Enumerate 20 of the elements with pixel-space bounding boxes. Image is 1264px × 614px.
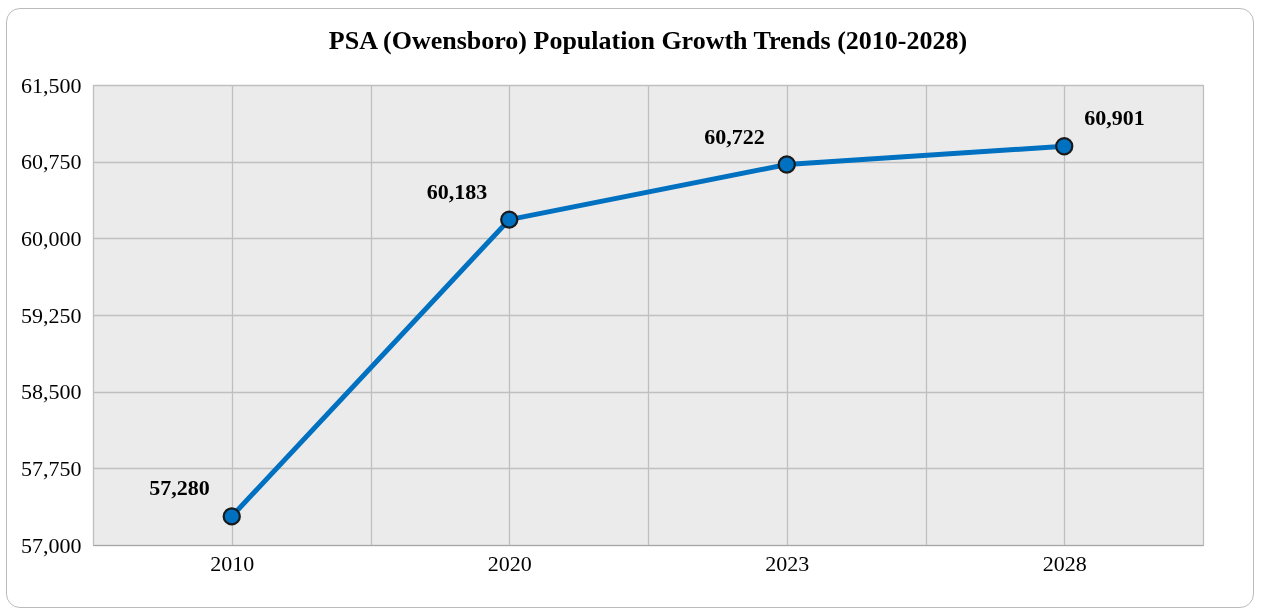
- y-tick-label: 57,000: [21, 532, 82, 558]
- data-label: 60,183: [426, 178, 488, 204]
- y-tick-label: 57,750: [21, 455, 82, 481]
- data-label: 57,280: [149, 475, 210, 501]
- y-tick-label: 58,500: [21, 379, 82, 405]
- point: [777, 155, 796, 174]
- y-tick-label: 61,500: [21, 72, 82, 98]
- y-tick-label: 60,000: [21, 225, 82, 251]
- y-tick-label: 59,250: [21, 302, 82, 328]
- y-tick-label: 60,750: [21, 149, 82, 175]
- x-tick-label: 2028: [1042, 550, 1087, 576]
- x-tick-label: 2020: [487, 550, 532, 576]
- chart-title: PSA (Owensboro) Population Growth Trends (2010-2028): [328, 26, 968, 55]
- x-tick-label: 2010: [210, 550, 255, 576]
- point: [500, 210, 519, 229]
- data-label: 60,901: [1084, 105, 1145, 131]
- point: [222, 507, 241, 526]
- x-tick-label: 2023: [765, 550, 810, 576]
- point: [1055, 137, 1074, 156]
- data-label: 60,722: [704, 123, 765, 149]
